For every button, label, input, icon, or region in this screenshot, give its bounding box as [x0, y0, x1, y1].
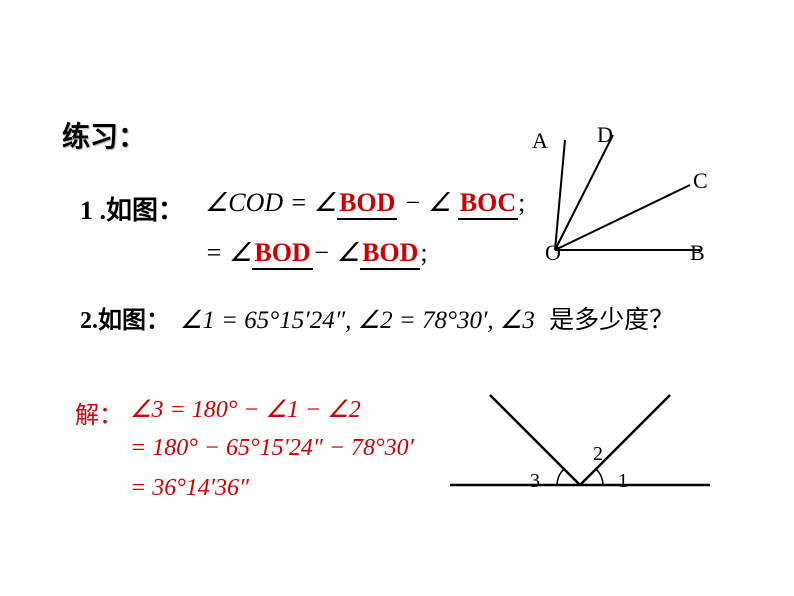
solution-line1: ∠3 = 180° − ∠1 − ∠2 [130, 395, 361, 424]
label-O: O [545, 240, 561, 266]
eq2-end: ; [420, 238, 427, 267]
eq1-blank2: BOC [460, 188, 516, 217]
eq1-mid: − ∠ [397, 188, 451, 217]
label-A: A [532, 128, 548, 154]
eq2-mid: − ∠ [313, 238, 360, 267]
p2-given: ∠1 = 65°15′24″, ∠2 = 78°30′, ∠3 [180, 307, 535, 334]
label-2: 2 [593, 443, 603, 466]
diagram2: 2 3 1 [445, 385, 715, 505]
problem1-label: 1 .如图： [80, 190, 184, 227]
label-C: C [693, 168, 708, 194]
solution-line3: = 36°14′36″ [130, 475, 249, 502]
p2-question: 是多少度？ [549, 307, 674, 334]
eq1-end: ; [518, 188, 525, 217]
eq1-lhs: ∠COD = ∠ [205, 188, 337, 217]
label-1: 1 [618, 470, 628, 493]
eq2-blank1: BOD [254, 238, 310, 267]
label-3: 3 [530, 470, 540, 493]
eq2-blank2: BOD [362, 238, 418, 267]
problem1-eq1: ∠COD = ∠BOD − ∠ BOC; [205, 188, 525, 220]
eq1-blank1: BOD [339, 188, 395, 217]
solution-label: 解： [75, 395, 123, 430]
eq2-lhs: = ∠ [205, 238, 252, 267]
problem1-eq2: = ∠BOD− ∠BOD; [205, 238, 428, 270]
problem2-label: 2.如图： [80, 300, 170, 335]
solution-line2: = 180° − 65°15′24″ − 78°30′ [130, 435, 414, 462]
problem2-given: ∠1 = 65°15′24″, ∠2 = 78°30′, ∠3 是多少度？ [180, 300, 674, 336]
diagram1: A D C O B [535, 130, 715, 260]
label-D: D [597, 122, 613, 148]
label-B: B [690, 240, 705, 266]
section-title: 练习： [62, 115, 146, 155]
